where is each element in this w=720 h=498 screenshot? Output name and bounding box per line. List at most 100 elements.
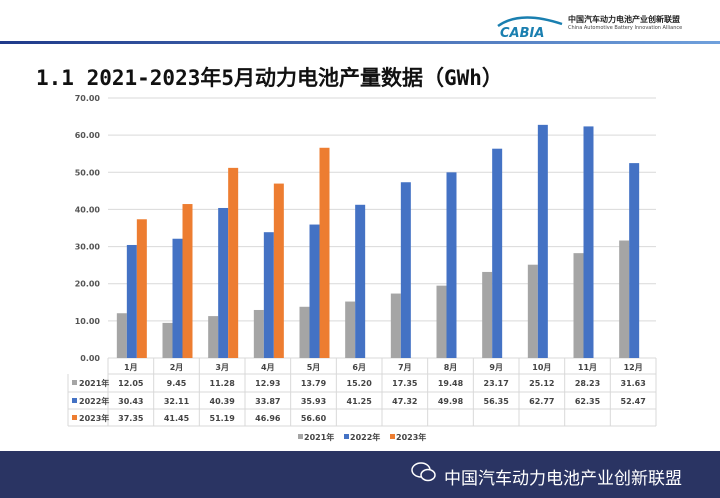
bar-2022年-6月 — [355, 204, 366, 358]
bar-2021年-2月 — [162, 322, 173, 358]
bar-2023年-1月 — [136, 219, 147, 358]
x-tick-label: 11月 — [578, 363, 597, 372]
data-table-value: 31.63 — [621, 379, 646, 388]
data-table-value: 9.45 — [167, 379, 187, 388]
data-table-value: 17.35 — [392, 379, 418, 388]
y-tick-label: 0.00 — [80, 354, 100, 363]
bar-2021年-1月 — [116, 313, 127, 358]
y-tick-label: 40.00 — [75, 205, 101, 214]
data-table-value: 12.05 — [118, 379, 144, 388]
table-series-label: 2021年 — [79, 378, 109, 388]
legend-key — [72, 380, 77, 385]
bar-2021年-3月 — [208, 316, 219, 358]
legend-key — [72, 415, 77, 420]
data-table-value: 25.12 — [529, 379, 554, 388]
bar-2022年-5月 — [309, 224, 320, 358]
data-table-value: 56.35 — [484, 397, 510, 406]
data-table-value: 62.77 — [529, 397, 554, 406]
bar-2023年-2月 — [182, 204, 193, 358]
data-table-value: 15.20 — [347, 379, 373, 388]
data-table-value: 62.35 — [575, 397, 601, 406]
bar-2022年-9月 — [492, 148, 503, 358]
x-tick-label: 1月 — [124, 363, 138, 372]
bar-2022年-1月 — [126, 244, 137, 358]
x-tick-label: 6月 — [352, 363, 366, 372]
bar-2023年-5月 — [319, 147, 330, 358]
x-tick-label: 8月 — [444, 363, 458, 372]
y-tick-label: 50.00 — [75, 168, 101, 177]
data-table-value: 13.79 — [301, 379, 327, 388]
data-table-value: 46.96 — [255, 414, 281, 423]
y-tick-label: 30.00 — [75, 243, 101, 252]
x-tick-label: 5月 — [307, 363, 321, 372]
y-tick-label: 10.00 — [75, 317, 101, 326]
bar-2023年-4月 — [273, 183, 284, 358]
y-tick-label: 20.00 — [75, 280, 101, 289]
data-table-value: 35.93 — [301, 397, 326, 406]
data-table-value: 30.43 — [118, 397, 143, 406]
bar-2023年-3月 — [228, 167, 239, 358]
bar-2021年-6月 — [345, 301, 356, 358]
x-tick-label: 4月 — [261, 363, 275, 372]
y-tick-label: 70.00 — [75, 94, 101, 103]
x-tick-label: 12月 — [624, 363, 643, 372]
bar-2021年-4月 — [253, 309, 264, 358]
data-table-value: 41.45 — [164, 414, 190, 423]
footer-text: 中国汽车动力电池产业创新联盟 — [444, 469, 682, 489]
page-title: 1.1 2021-2023年5月动力电池产量数据（GWh） — [36, 66, 503, 90]
bar-2022年-7月 — [400, 182, 411, 358]
data-table-value: 47.32 — [392, 397, 417, 406]
data-table-value: 12.93 — [255, 379, 280, 388]
bar-2021年-10月 — [527, 264, 538, 358]
bar-2021年-12月 — [619, 240, 630, 358]
x-tick-label: 2月 — [170, 363, 184, 372]
org-name-cn: 中国汽车动力电池产业创新联盟 — [568, 15, 680, 24]
data-table-value: 41.25 — [347, 397, 373, 406]
bar-2022年-12月 — [629, 163, 640, 358]
data-table-value: 32.11 — [164, 397, 190, 406]
data-table-value: 37.35 — [118, 414, 144, 423]
bar-2021年-5月 — [299, 306, 310, 358]
bar-2021年-9月 — [482, 271, 493, 358]
data-table-value: 11.28 — [210, 379, 236, 388]
legend-swatch — [344, 434, 349, 439]
bar-2022年-4月 — [263, 232, 274, 358]
table-series-label: 2023年 — [79, 413, 109, 423]
data-table-value: 40.39 — [210, 397, 236, 406]
data-table-value: 56.60 — [301, 414, 327, 423]
data-table-value: 28.23 — [575, 379, 600, 388]
data-table-value: 23.17 — [484, 379, 509, 388]
legend-label: 2021年 — [304, 432, 334, 442]
svg-text:CABIA: CABIA — [500, 26, 544, 40]
bar-2022年-2月 — [172, 238, 183, 358]
bar-2022年-10月 — [537, 124, 548, 359]
x-tick-label: 10月 — [532, 363, 551, 372]
bar-2022年-8月 — [446, 172, 457, 358]
x-tick-label: 9月 — [489, 363, 503, 372]
header-divider — [0, 41, 720, 44]
data-table-value: 33.87 — [255, 397, 280, 406]
wechat-icon — [411, 462, 436, 482]
legend-swatch — [298, 434, 303, 439]
y-tick-label: 60.00 — [75, 131, 101, 140]
table-series-label: 2022年 — [79, 396, 109, 406]
bar-2022年-3月 — [218, 207, 229, 358]
legend-label: 2022年 — [350, 432, 380, 442]
legend-swatch — [390, 434, 395, 439]
legend-key — [72, 398, 77, 403]
bar-2022年-11月 — [583, 126, 594, 359]
data-table-value: 52.47 — [621, 397, 646, 406]
bar-chart: 0.00 10.00 20.00 30.00 40.00 50.00 60.00 70.00 1… — [67, 94, 657, 442]
x-tick-label: 3月 — [215, 363, 229, 372]
bar-2021年-11月 — [573, 253, 584, 358]
cabia-logo: CABIA — [490, 10, 720, 40]
legend-label: 2023年 — [396, 432, 426, 442]
footer-bar — [0, 451, 720, 498]
data-table-value: 49.98 — [438, 397, 464, 406]
bar-2021年-7月 — [390, 293, 401, 358]
data-table-value: 51.19 — [210, 414, 236, 423]
bar-2021年-8月 — [436, 285, 447, 358]
org-name-en: China Automotive Battery Innovation Alli… — [568, 25, 683, 31]
x-tick-label: 7月 — [398, 363, 412, 372]
data-table-value: 19.48 — [438, 379, 464, 388]
